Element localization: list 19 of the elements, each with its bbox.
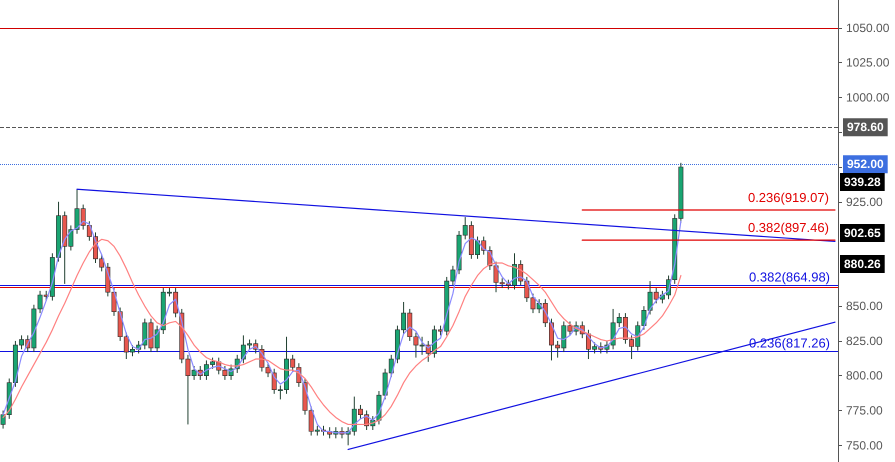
text: 902.65 [844,226,882,240]
y-tick-label: 1050.00 [846,20,890,35]
y-tick-label: 775.00 [846,404,884,418]
y-tick-label: 925.00 [846,194,884,209]
ref-line-label: 978.60 [847,120,884,134]
y-tick-label: 750.00 [846,438,884,452]
series-label: 0.236(919.07) [748,190,829,206]
ref-line-label: 0.236(817.26) [749,336,830,351]
candlestick [0,410,6,430]
y-tick-label: 1025.00 [846,56,890,70]
series-label: 0.382(897.46) [748,220,829,236]
y-tick-label: 850.00 [846,299,884,314]
text: 880.26 [844,257,882,271]
text: 939.28 [844,175,882,189]
y-tick-label: 825.00 [846,334,884,348]
ref-line-label: 0.382(864.98) [749,269,830,284]
ref-line-label: 952.00 [847,157,884,172]
y-tick-label: 1000.00 [846,90,890,104]
y-tick-label: 800.00 [846,368,884,383]
